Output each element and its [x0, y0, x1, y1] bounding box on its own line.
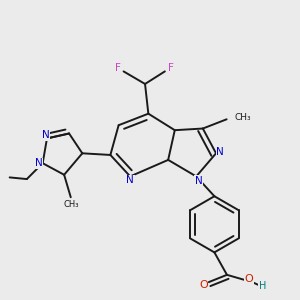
Text: CH₃: CH₃: [235, 113, 251, 122]
Text: N: N: [216, 147, 224, 157]
Text: H: H: [259, 281, 266, 291]
Text: N: N: [195, 176, 203, 186]
Text: N: N: [42, 130, 50, 140]
Text: O: O: [244, 274, 253, 284]
Text: F: F: [168, 63, 174, 73]
Text: N: N: [126, 176, 134, 185]
Text: O: O: [199, 280, 208, 290]
Text: CH₃: CH₃: [64, 200, 79, 209]
Text: F: F: [115, 63, 121, 73]
Text: N: N: [35, 158, 43, 168]
